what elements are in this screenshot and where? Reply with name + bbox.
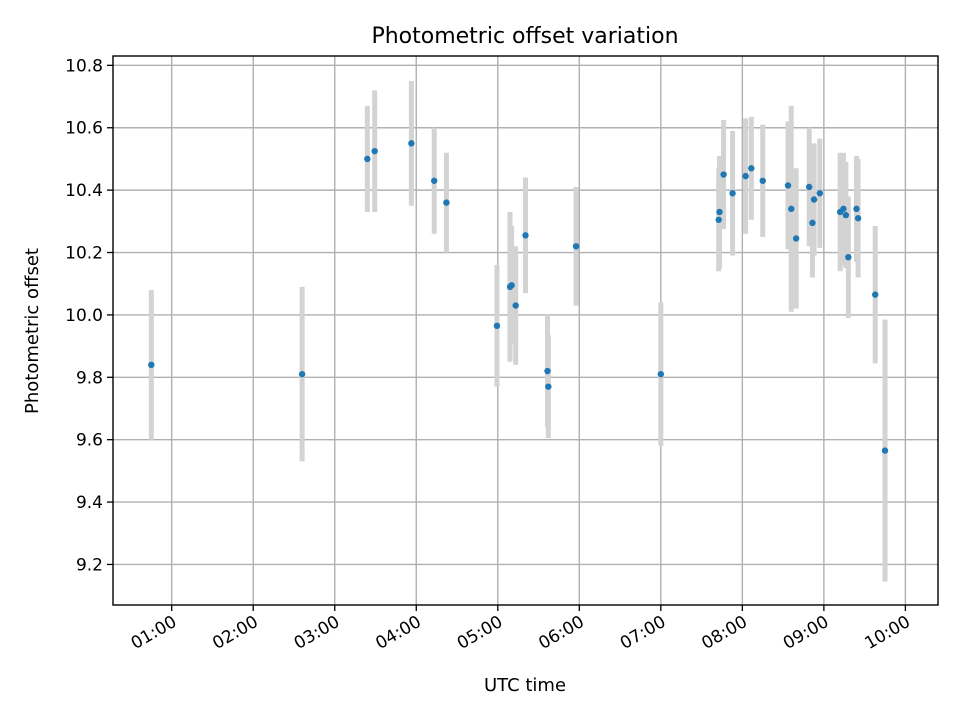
data-point <box>809 219 816 227</box>
x-tick-label: 07:00 <box>617 612 669 654</box>
data-point <box>759 177 766 184</box>
data-point <box>544 367 551 375</box>
data-point <box>512 302 519 309</box>
data-point <box>443 199 450 206</box>
data-point <box>854 215 862 222</box>
data-point <box>493 322 501 330</box>
x-tick-label: 04:00 <box>372 612 424 654</box>
data-point <box>508 282 515 289</box>
data-point <box>522 232 529 239</box>
data-point <box>364 155 371 163</box>
y-tick-label: 10.2 <box>65 244 103 264</box>
chart-title: Photometric offset variation <box>371 24 678 49</box>
data-point <box>784 182 792 189</box>
plot-frame <box>112 55 939 606</box>
y-tick-label: 9.4 <box>76 493 103 513</box>
data-point <box>840 205 847 213</box>
x-tick-label: 10:00 <box>861 612 913 654</box>
data-point <box>748 165 755 172</box>
x-axis-label: UTC time <box>484 675 566 696</box>
data-point <box>715 216 722 223</box>
data-point <box>572 243 580 250</box>
y-axis-label: Photometric offset <box>22 248 43 414</box>
data-point <box>881 447 889 454</box>
data-point <box>842 211 850 219</box>
x-tick-label: 05:00 <box>454 612 506 654</box>
y-tick-label: 9.2 <box>76 555 103 575</box>
data-point <box>657 370 665 378</box>
data-point <box>148 361 155 369</box>
data-point <box>545 383 552 390</box>
data-point <box>810 196 818 203</box>
data-point <box>788 205 795 213</box>
grid-layer <box>113 56 938 605</box>
data-point <box>853 205 860 213</box>
x-tick-label: 08:00 <box>698 612 750 654</box>
x-tick-label: 09:00 <box>780 612 832 654</box>
y-tick-label: 9.6 <box>76 431 103 451</box>
tick-layer <box>107 64 907 611</box>
data-point <box>720 171 727 178</box>
y-tick-label: 10.0 <box>65 306 103 326</box>
y-tick-label: 10.6 <box>65 119 103 139</box>
data-point <box>805 183 813 191</box>
y-tick-label: 10.4 <box>65 181 103 201</box>
data-point <box>816 190 823 197</box>
data-point <box>792 235 800 242</box>
y-tick-label: 10.8 <box>65 56 103 76</box>
errorbar-layer <box>148 80 888 582</box>
y-tick-label: 9.8 <box>76 368 103 388</box>
data-point <box>408 140 415 147</box>
x-tick-label: 06:00 <box>535 612 587 654</box>
data-point <box>845 253 852 261</box>
data-point <box>872 291 879 298</box>
data-point <box>430 177 438 184</box>
point-layer <box>148 140 889 454</box>
data-point <box>742 172 749 180</box>
x-tick-label: 02:00 <box>209 612 261 654</box>
x-tick-label: 01:00 <box>128 612 180 654</box>
data-point <box>371 147 378 155</box>
data-point <box>729 190 736 197</box>
data-point <box>716 208 723 216</box>
x-tick-label: 03:00 <box>291 612 343 654</box>
data-point <box>298 370 306 378</box>
